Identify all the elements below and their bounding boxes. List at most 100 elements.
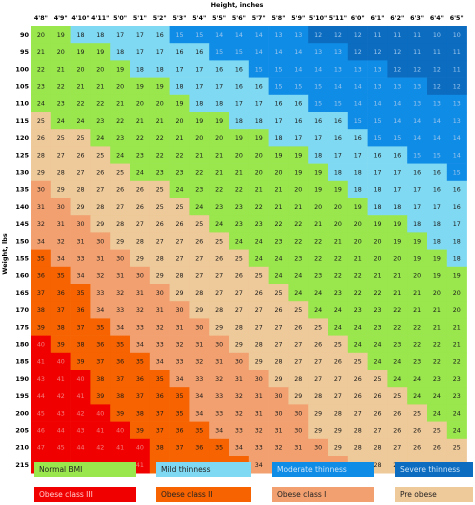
heatmap-cell bbox=[248, 26, 269, 44]
heatmap-cell bbox=[308, 352, 329, 371]
heatmap-cell bbox=[288, 249, 309, 268]
heatmap-cell bbox=[169, 129, 190, 147]
heatmap-cell bbox=[229, 77, 250, 96]
heatmap-cell bbox=[149, 387, 170, 405]
heatmap-cell bbox=[110, 232, 131, 250]
cell-value-label: 27 bbox=[156, 238, 164, 245]
cell-value-label: 46 bbox=[37, 428, 45, 435]
heatmap-cell bbox=[248, 146, 269, 164]
y-tick-label: 120 bbox=[15, 134, 29, 142]
cell-value-label: 25 bbox=[413, 410, 421, 417]
cell-value-label: 23 bbox=[274, 238, 282, 245]
heatmap-cell bbox=[31, 215, 52, 233]
heatmap-cell bbox=[328, 387, 349, 405]
heatmap-cell bbox=[90, 352, 111, 371]
cell-value-label: 36 bbox=[37, 273, 45, 280]
cell-value-label: 32 bbox=[136, 307, 144, 314]
heatmap-cell bbox=[149, 60, 170, 78]
cell-value-label: 26 bbox=[453, 462, 461, 469]
cell-value-label: 15 bbox=[274, 84, 282, 91]
cell-value-label: 33 bbox=[156, 342, 164, 349]
cell-value-label: 19 bbox=[116, 66, 124, 73]
cell-value-label: 41 bbox=[57, 376, 65, 383]
heatmap-cell bbox=[31, 129, 52, 147]
cell-value-label: 21 bbox=[393, 273, 401, 280]
y-tick-label: 195 bbox=[15, 392, 29, 400]
heatmap-cell bbox=[229, 301, 250, 319]
heatmap-cell bbox=[209, 301, 230, 319]
cell-value-label: 23 bbox=[354, 307, 362, 314]
heatmap-cell bbox=[446, 318, 467, 336]
heatmap-cell bbox=[387, 352, 408, 371]
heatmap-cell bbox=[110, 112, 131, 130]
cell-value-label: 32 bbox=[294, 462, 302, 469]
heatmap-cell bbox=[189, 198, 210, 216]
heatmap-cell bbox=[387, 335, 408, 354]
cell-value-label: 19 bbox=[156, 84, 164, 91]
cell-value-label: 35 bbox=[37, 256, 45, 263]
cell-value-label: 30 bbox=[96, 238, 104, 245]
y-tick-label: 130 bbox=[15, 169, 29, 177]
heatmap-cell bbox=[288, 301, 309, 319]
cell-value-label: 32 bbox=[235, 410, 243, 417]
heatmap-cell bbox=[149, 352, 170, 371]
y-tick-label: 160 bbox=[15, 272, 29, 280]
cell-value-label: 26 bbox=[354, 393, 362, 400]
heatmap-cell bbox=[229, 318, 250, 336]
x-tick-label: 6'0" bbox=[351, 15, 365, 22]
y-axis-title: Weight, lbs bbox=[1, 233, 9, 275]
cell-value-label: 37 bbox=[37, 290, 45, 297]
cell-value-label: 29 bbox=[215, 324, 223, 331]
heatmap-cell bbox=[367, 198, 388, 216]
cell-value-label: 26 bbox=[156, 221, 164, 228]
cell-value-label: 23 bbox=[116, 135, 124, 142]
heatmap-cell bbox=[308, 370, 329, 388]
cell-value-label: 16 bbox=[294, 118, 302, 125]
heatmap-cell bbox=[347, 215, 368, 233]
y-tick-label: 190 bbox=[15, 375, 29, 383]
cell-value-label: 25 bbox=[354, 359, 362, 366]
heatmap-cell bbox=[31, 284, 52, 302]
heatmap-cell bbox=[209, 163, 230, 182]
heatmap-cell bbox=[110, 404, 131, 422]
heatmap-cell bbox=[347, 60, 368, 78]
heatmap-cell bbox=[347, 198, 368, 216]
heatmap-cell bbox=[288, 180, 309, 199]
x-tick-label: 5'3" bbox=[173, 15, 187, 22]
cell-value-label: 13 bbox=[334, 49, 342, 56]
cell-value-label: 36 bbox=[215, 462, 223, 469]
heatmap-cell bbox=[70, 232, 91, 250]
x-tick-label: 5'5" bbox=[212, 15, 226, 22]
cell-value-label: 20 bbox=[195, 135, 203, 142]
heatmap-cell bbox=[367, 112, 388, 130]
cell-value-label: 35 bbox=[235, 462, 243, 469]
heatmap-cell bbox=[229, 180, 250, 199]
heatmap-cell bbox=[90, 438, 111, 457]
cell-value-label: 30 bbox=[116, 256, 124, 263]
heatmap-cell bbox=[229, 163, 250, 182]
cell-value-label: 21 bbox=[274, 204, 282, 211]
cell-value-label: 41 bbox=[96, 428, 104, 435]
heatmap-cell bbox=[268, 232, 289, 250]
heatmap-cell bbox=[427, 404, 448, 422]
cell-value-label: 16 bbox=[235, 66, 243, 73]
cell-value-label: 19 bbox=[314, 187, 322, 194]
heatmap-cell bbox=[446, 60, 467, 78]
cell-value-label: 20 bbox=[76, 66, 84, 73]
x-tick-label: 6'2" bbox=[390, 15, 404, 22]
heatmap-cell bbox=[367, 438, 388, 457]
heatmap-cell bbox=[110, 284, 131, 302]
heatmap-cell bbox=[347, 77, 368, 96]
cell-value-label: 32 bbox=[116, 290, 124, 297]
cell-value-label: 36 bbox=[195, 445, 203, 452]
heatmap-cell bbox=[90, 163, 111, 182]
heatmap-cell bbox=[427, 318, 448, 336]
cell-value-label: 22 bbox=[314, 256, 322, 263]
heatmap-cell bbox=[288, 387, 309, 405]
heatmap-cell bbox=[149, 26, 170, 44]
cell-value-label: 41 bbox=[136, 462, 144, 469]
cell-value-label: 20 bbox=[255, 152, 263, 159]
cell-value-label: 26 bbox=[274, 307, 282, 314]
cell-value-label: 36 bbox=[175, 428, 183, 435]
heatmap-cell bbox=[90, 284, 111, 302]
